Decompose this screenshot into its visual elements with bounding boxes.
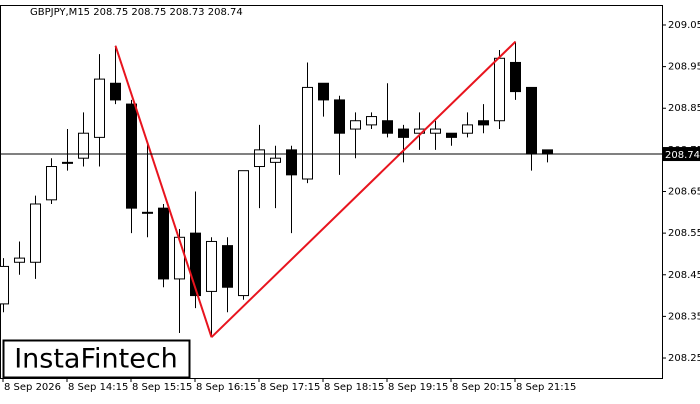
y-tick-label: 208.35	[668, 311, 700, 322]
x-tick-label: 8 Sep 21:15	[516, 382, 576, 393]
y-tick-label: 208.85	[668, 103, 700, 114]
candle-body	[462, 124, 473, 134]
candle-body	[270, 157, 281, 163]
x-tick-label: 8 Sep 20:15	[452, 382, 512, 393]
x-tick-label: 8 Sep 19:15	[388, 382, 448, 393]
candle-body	[510, 61, 521, 93]
candle-body	[142, 211, 153, 214]
x-tick-label: 8 Sep 15:15	[132, 382, 192, 393]
candle-body	[110, 82, 121, 101]
candle-body	[478, 120, 489, 126]
x-tick-label: 8 Sep 16:15	[196, 382, 256, 393]
candle-body	[30, 203, 41, 263]
candle-body	[430, 128, 441, 134]
candle-body	[78, 132, 89, 159]
candle-body	[46, 166, 57, 201]
pattern-line	[114, 45, 213, 338]
candle-body	[302, 86, 313, 180]
candle-body	[318, 82, 329, 101]
x-tick-label: 8 Sep 2026	[4, 382, 61, 393]
candle-body	[494, 57, 505, 122]
x-tick-label: 8 Sep 18:15	[324, 382, 384, 393]
candle-body	[158, 207, 169, 280]
candle-body	[254, 149, 265, 168]
marks: 208.25208.35208.45208.55208.65208.75208.…	[0, 20, 700, 393]
candle-body	[446, 132, 457, 138]
logo-box	[2, 339, 191, 379]
candle-body	[334, 99, 345, 134]
last-price-label: 208.74	[665, 150, 700, 161]
candle-body	[14, 257, 25, 263]
candle-body	[382, 120, 393, 134]
candle-body	[62, 161, 73, 164]
chart-title: GBPJPY,M15 208.75 208.75 208.73 208.74	[30, 7, 243, 18]
candle-body	[398, 128, 409, 138]
candle-body	[542, 149, 553, 155]
x-tick-label: 8 Sep 14:15	[68, 382, 128, 393]
candle-body	[126, 103, 137, 209]
last-price-box	[662, 147, 700, 162]
candle-body	[190, 232, 201, 297]
y-tick-label: 208.25	[668, 353, 700, 364]
y-tick-label: 208.65	[668, 187, 700, 198]
x-tick-label: 8 Sep 17:15	[260, 382, 320, 393]
candle-body	[0, 265, 9, 305]
pattern-line	[210, 40, 517, 338]
candle-body	[206, 240, 217, 292]
candle-body	[174, 236, 185, 280]
candle-body	[222, 245, 233, 288]
y-tick-label: 209.05	[668, 20, 700, 31]
candle-body	[238, 170, 249, 297]
candle-body	[94, 78, 105, 138]
y-tick-label: 208.55	[668, 228, 700, 239]
candle-body	[526, 86, 537, 155]
candle-body	[286, 149, 297, 176]
logo: InstaFintech	[14, 344, 178, 375]
y-tick-label: 208.95	[668, 62, 700, 73]
y-tick-label: 208.45	[668, 270, 700, 281]
candle-body	[350, 120, 361, 130]
candle-body	[366, 116, 377, 126]
